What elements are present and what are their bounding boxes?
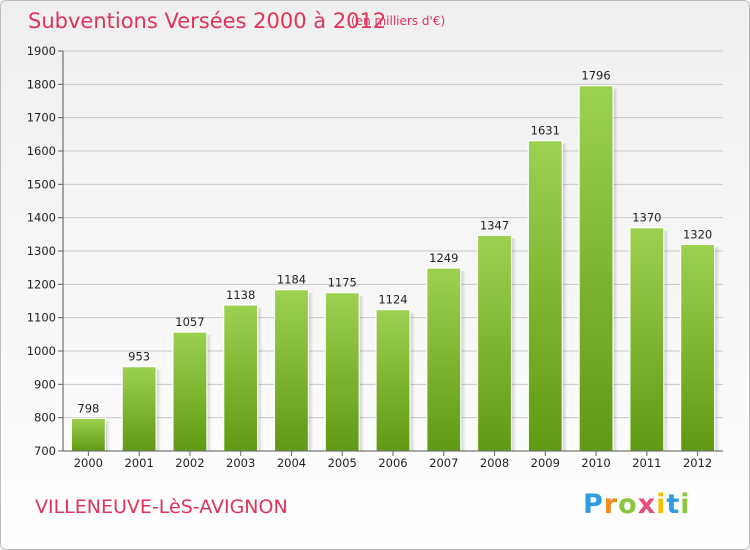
bar-2006 bbox=[375, 309, 411, 452]
y-tick-label: 900 bbox=[34, 377, 56, 391]
bar-2008 bbox=[476, 234, 513, 452]
axes: 700 800 900 1000 1100 1200 1300 1400 1500 1600 170… bbox=[27, 44, 723, 470]
bar-2005 bbox=[324, 292, 360, 452]
data-label: 1138 bbox=[226, 288, 255, 302]
logo-letter: o bbox=[618, 489, 638, 520]
logo-letter: x bbox=[637, 489, 657, 520]
y-tick-label: 1700 bbox=[27, 111, 56, 125]
y-tick-label: 800 bbox=[34, 411, 56, 425]
bar-shadow bbox=[257, 308, 263, 451]
bar-2001 bbox=[121, 366, 157, 452]
x-tick-label: 2010 bbox=[581, 456, 610, 470]
bar-shadow bbox=[156, 369, 162, 451]
data-label: 1175 bbox=[328, 276, 357, 290]
bar-shadow bbox=[308, 292, 314, 451]
chart-title: Subventions Versées 2000 à 2012 bbox=[28, 9, 387, 33]
bar-2004 bbox=[273, 289, 310, 452]
y-tick-label: 1600 bbox=[27, 144, 56, 158]
bar-2009 bbox=[527, 140, 563, 452]
y-tick-label: 1900 bbox=[27, 44, 56, 58]
y-tick-label: 1300 bbox=[27, 244, 56, 258]
data-label: 1057 bbox=[175, 315, 204, 329]
y-tick-label: 1200 bbox=[27, 277, 56, 291]
logo-letter: r bbox=[603, 489, 619, 520]
data-label: 1124 bbox=[378, 293, 407, 307]
data-label: 798 bbox=[77, 401, 99, 415]
bar-shadow bbox=[206, 335, 212, 451]
y-tick-label: 1000 bbox=[27, 344, 56, 358]
y-tick-label: 1500 bbox=[27, 177, 56, 191]
bar-2002 bbox=[172, 331, 208, 452]
x-tick-label: 2003 bbox=[226, 456, 255, 470]
x-tick-label: 2011 bbox=[632, 456, 661, 470]
bars: 798 953 1057 1138 1184 1175 1124 1249 1347 1631 17… bbox=[70, 69, 720, 452]
bar-shadow bbox=[460, 271, 466, 451]
data-label: 1370 bbox=[632, 211, 661, 225]
proxiti-logo: Proxiti bbox=[583, 489, 691, 520]
x-tick-label: 2006 bbox=[378, 456, 407, 470]
data-label: 1184 bbox=[277, 273, 306, 287]
bar-shadow bbox=[105, 421, 111, 451]
chart-subtitle: (en milliers d'€) bbox=[351, 14, 446, 28]
data-label: 1631 bbox=[531, 124, 560, 138]
bar-2010 bbox=[578, 85, 614, 452]
data-label: 953 bbox=[128, 350, 150, 364]
y-tick-label: 1800 bbox=[27, 77, 56, 91]
bar-shadow bbox=[562, 143, 568, 451]
y-tick-label: 1100 bbox=[27, 311, 56, 325]
data-label: 1796 bbox=[581, 69, 610, 83]
y-tick-label: 700 bbox=[34, 444, 56, 458]
data-label: 1249 bbox=[429, 251, 458, 265]
logo-letter: t bbox=[666, 489, 681, 520]
bar-shadow bbox=[714, 247, 720, 451]
x-tick-label: 2002 bbox=[175, 456, 204, 470]
x-tick-label: 2005 bbox=[328, 456, 357, 470]
bar-shadow bbox=[613, 88, 619, 452]
data-label: 1320 bbox=[683, 227, 712, 241]
x-tick-label: 2012 bbox=[683, 456, 712, 470]
logo-letter: i bbox=[680, 489, 691, 520]
x-tick-label: 2004 bbox=[277, 456, 306, 470]
logo-letter: P bbox=[583, 489, 604, 520]
x-tick-label: 2009 bbox=[531, 456, 560, 470]
bar-2012 bbox=[680, 243, 716, 452]
bar-2011 bbox=[629, 227, 665, 452]
bar-2000 bbox=[70, 417, 106, 452]
bar-shadow bbox=[359, 295, 365, 451]
x-tick-label: 2000 bbox=[74, 456, 103, 470]
data-label: 1347 bbox=[480, 218, 509, 232]
bar-2007 bbox=[426, 267, 462, 452]
bar-shadow bbox=[511, 238, 517, 451]
logo-letter: i bbox=[656, 489, 667, 520]
bar-shadow bbox=[410, 312, 415, 451]
bar-2003 bbox=[223, 304, 259, 452]
y-tick-label: 1400 bbox=[27, 211, 56, 225]
x-tick-label: 2007 bbox=[429, 456, 458, 470]
x-tick-label: 2001 bbox=[125, 456, 154, 470]
commune-name: VILLENEUVE-LèS-AVIGNON bbox=[35, 496, 288, 518]
x-tick-label: 2008 bbox=[480, 456, 509, 470]
bar-shadow bbox=[663, 230, 669, 451]
